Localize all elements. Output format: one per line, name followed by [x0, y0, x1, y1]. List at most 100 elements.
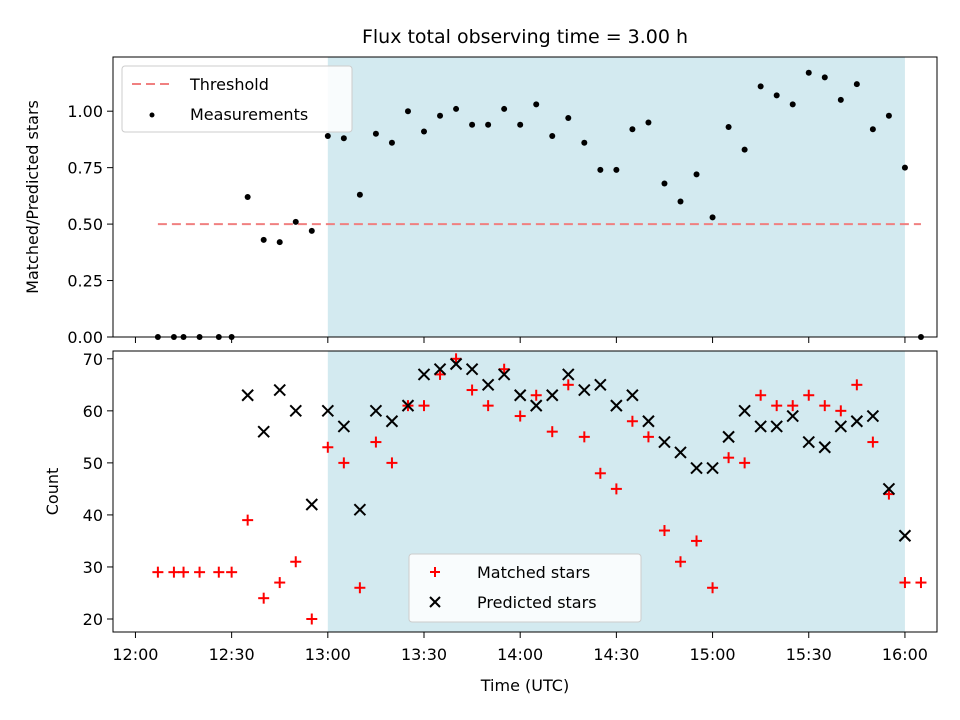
data-point: [354, 582, 366, 594]
data-point: [530, 389, 542, 401]
data-point: [353, 503, 367, 516]
data-point: [899, 577, 911, 589]
y-tick-label: 0.25: [67, 272, 103, 291]
data-point: [533, 101, 540, 108]
data-point: [337, 420, 351, 433]
data-point: [401, 399, 415, 412]
data-point: [626, 389, 639, 402]
y-axis-label: Count: [43, 468, 62, 516]
data-point: [754, 420, 767, 433]
y-tick-label: 0.00: [67, 328, 103, 347]
data-point: [242, 514, 254, 526]
data-point: [481, 378, 495, 392]
data-point: [738, 404, 751, 418]
data-point: [498, 363, 510, 375]
data-point: [787, 400, 799, 412]
data-point: [915, 577, 927, 589]
legend-label: Matched stars: [477, 563, 590, 582]
data-point: [260, 236, 267, 243]
data-point: [706, 461, 719, 475]
data-point: [883, 488, 895, 500]
y-tick-label: 50: [83, 454, 103, 473]
data-point: [723, 452, 735, 464]
y-tick-label: 40: [83, 506, 103, 525]
series-measurements: [154, 69, 924, 340]
y-tick-label: 70: [83, 350, 103, 369]
axes-frame: [112, 56, 938, 338]
x-tick-label: 13:00: [305, 645, 351, 664]
legend: Matched stars Predicted stars: [408, 553, 642, 623]
data-point: [739, 457, 751, 469]
chart-title: Flux total observing time = 3.00 h: [362, 26, 688, 48]
data-point: [675, 556, 687, 568]
y-tick-label: 30: [83, 558, 103, 577]
data-point: [835, 405, 847, 417]
y-tick-label: 0.75: [67, 159, 103, 178]
data-point: [867, 436, 879, 448]
data-point: [308, 227, 315, 234]
x-tick-label: 14:30: [593, 645, 639, 664]
data-point: [338, 457, 350, 469]
data-point: [898, 529, 912, 542]
data-point: [565, 114, 572, 121]
data-point: [786, 409, 799, 423]
data-point: [802, 435, 815, 449]
data-point: [597, 166, 604, 173]
data-point: [771, 400, 783, 412]
data-point: [370, 436, 382, 448]
data-point: [485, 121, 492, 128]
data-point: [194, 566, 206, 578]
shaded-observing-window: [327, 57, 905, 337]
data-point: [178, 566, 190, 578]
data-point: [850, 415, 864, 428]
data-point: [661, 180, 668, 187]
data-point: [372, 130, 379, 137]
data-point: [257, 425, 270, 438]
x-tick-label: 13:30: [401, 645, 447, 664]
data-point: [404, 108, 411, 115]
data-point: [434, 368, 446, 380]
data-point: [834, 420, 848, 433]
data-point: [276, 239, 283, 246]
data-point: [273, 383, 286, 397]
legend-label: Measurements: [190, 105, 308, 124]
legend-label: Threshold: [189, 75, 269, 94]
data-point: [292, 218, 299, 225]
data-point: [693, 171, 700, 178]
data-point: [690, 461, 703, 475]
data-point: [885, 112, 892, 119]
data-point: [789, 101, 796, 108]
x-tick-label: 15:00: [690, 645, 736, 664]
data-point: [453, 105, 460, 112]
data-point: [418, 400, 430, 412]
data-point: [546, 426, 558, 438]
data-point: [755, 389, 767, 401]
data-point: [549, 133, 556, 140]
data-point: [677, 198, 684, 205]
data-point: [546, 389, 559, 402]
data-point: [866, 409, 880, 423]
y-axis-label: Matched/Predicted stars: [23, 100, 42, 294]
legend-label: Predicted stars: [477, 593, 597, 612]
data-point: [642, 415, 655, 428]
data-point: [290, 556, 302, 568]
data-point: [356, 191, 363, 198]
data-point: [819, 400, 831, 412]
data-point: [322, 441, 334, 453]
data-point: [306, 613, 318, 625]
data-point: [385, 415, 399, 428]
data-point: [501, 105, 508, 112]
data-point: [658, 525, 670, 537]
data-point: [530, 399, 543, 412]
bottom-panel-counts: 20 30 40 50 60 70 12:00 12:30 13:00 13:30 14:00 14:…: [43, 350, 938, 695]
data-point: [421, 128, 428, 135]
data-point: [450, 353, 462, 365]
legend-handle: [429, 596, 441, 608]
data-point: [324, 133, 331, 140]
data-point: [741, 146, 748, 153]
axes-frame: [112, 350, 938, 633]
data-point: [513, 389, 527, 402]
data-point: [562, 368, 575, 381]
data-point: [722, 430, 735, 444]
data-point: [629, 126, 636, 133]
